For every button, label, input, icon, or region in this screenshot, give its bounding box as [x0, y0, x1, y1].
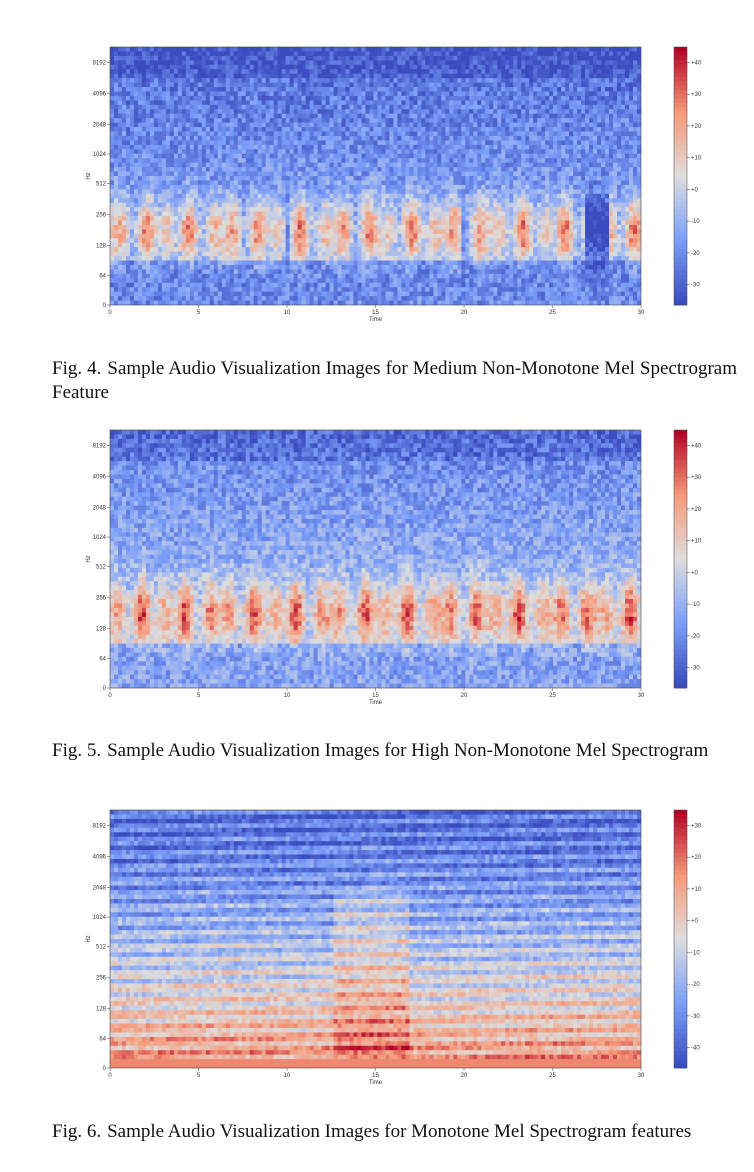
y-tick-label: 2048: [93, 505, 107, 511]
colorbar-tick-label: -20: [691, 982, 700, 988]
caption-label: Fig. 4.: [52, 358, 101, 379]
colorbar-tick-label: -20: [691, 634, 700, 640]
colorbar-tick-label: +20: [691, 507, 702, 513]
y-axis-label: Hz: [86, 935, 92, 942]
y-tick-label: 128: [96, 1007, 107, 1013]
colorbar-tick-label: -10: [691, 219, 700, 225]
y-tick-label: 8192: [93, 823, 107, 829]
figure-6: 0 64 128 256 512 1024 2048 4096 8192 0 5 10 15 20 25 30…: [0, 803, 754, 1093]
colorbar-tick-label: -30: [691, 1014, 700, 1020]
colorbar-tick-label: +30: [691, 823, 702, 829]
y-tick-label: 4096: [93, 91, 107, 97]
spectrogram-figure-5: 0 64 128 256 512 1024 2048 4096 8192 0 5 10 15 20 25 30…: [86, 429, 702, 706]
x-tick-label: 25: [549, 1073, 556, 1079]
y-tick-label: 0: [103, 1066, 107, 1072]
y-axis-label: Hz: [86, 555, 92, 562]
spectrogram-figure-6: 0 64 128 256 512 1024 2048 4096 8192 0 5 10 15 20 25 30…: [86, 809, 702, 1086]
x-tick-label: 30: [638, 310, 645, 316]
y-tick-label: 2048: [93, 122, 107, 128]
caption-text: Sample Audio Visualization Images for Hi…: [107, 740, 708, 761]
colorbar-tick-label: +10: [691, 156, 702, 162]
spectrogram-image: [110, 430, 641, 688]
colorbar-tick-label: -30: [691, 283, 700, 289]
colorbar-tick-label: +0: [691, 570, 699, 576]
colorbar-tick-label: -10: [691, 950, 700, 956]
x-tick-label: 20: [461, 693, 468, 699]
x-tick-label: 10: [284, 693, 291, 699]
y-tick-label: 8192: [93, 443, 107, 449]
x-tick-label: 15: [372, 1073, 379, 1079]
y-tick-label: 0: [103, 686, 107, 692]
colorbar: +30 +20 +10 +0 -10 -20 -30 -40: [673, 809, 702, 1069]
caption-label: Fig. 5.: [52, 740, 101, 761]
x-tick-label: 0: [108, 693, 112, 699]
x-axis-label: Time: [369, 317, 383, 323]
y-tick-label: 4096: [93, 474, 107, 480]
x-axis-label: Time: [369, 1080, 383, 1086]
colorbar-tick-label: -30: [691, 666, 700, 672]
y-tick-label: 256: [96, 596, 107, 602]
colorbar-tick-label: +20: [691, 855, 702, 861]
x-tick-label: 5: [197, 1073, 201, 1079]
y-axis-label: Hz: [86, 172, 92, 179]
y-tick-label: 8192: [93, 60, 107, 66]
colorbar-tick-label: -40: [691, 1046, 700, 1052]
y-tick-label: 512: [96, 945, 107, 951]
y-tick-label: 4096: [93, 854, 107, 860]
spectrogram-image: [110, 810, 641, 1068]
x-tick-label: 10: [284, 1073, 291, 1079]
x-tick-label: 20: [461, 1073, 468, 1079]
x-tick-label: 0: [108, 310, 112, 316]
x-axis-label: Time: [369, 700, 383, 706]
y-tick-label: 128: [96, 244, 107, 250]
x-tick-label: 20: [461, 310, 468, 316]
caption-figure-4: Fig. 4. Sample Audio Visualization Images…: [52, 357, 737, 405]
caption-figure-6: Fig. 6. Sample Audio Visualization Images…: [52, 1120, 737, 1144]
figure-5: 0 64 128 256 512 1024 2048 4096 8192 0 5 10 15 20 25 30…: [0, 423, 754, 713]
x-tick-label: 5: [197, 693, 201, 699]
x-tick-label: 0: [108, 1073, 112, 1079]
x-tick-label: 10: [284, 310, 291, 316]
y-tick-label: 2048: [93, 885, 107, 891]
colorbar-tick-label: +0: [691, 187, 699, 193]
colorbar: +40 +30 +20 +10 +0 -10 -20 -30: [673, 46, 702, 306]
x-tick-label: 30: [638, 1073, 645, 1079]
x-tick-label: 5: [197, 310, 201, 316]
caption-label: Fig. 6.: [52, 1121, 101, 1142]
x-tick-label: 30: [638, 693, 645, 699]
colorbar-tick-label: +40: [691, 443, 702, 449]
colorbar-tick-label: -20: [691, 251, 700, 257]
spectrogram-figure-4: 0 64 128 256 512 1024 2048 4096 8192 0 5 10 15 20 25 30…: [86, 46, 702, 323]
x-tick-label: 15: [372, 310, 379, 316]
x-tick-label: 15: [372, 693, 379, 699]
y-tick-label: 1024: [93, 152, 107, 158]
colorbar: +40 +30 +20 +10 +0 -10 -20 -30: [673, 429, 702, 689]
colorbar-tick-label: +20: [691, 124, 702, 130]
x-tick-label: 25: [549, 693, 556, 699]
figure-4: 0 64 128 256 512 1024 2048 4096 8192 0 5 10 15 20 25 30…: [0, 40, 754, 330]
spectrogram-image: [110, 47, 641, 305]
colorbar-tick-label: +0: [691, 919, 699, 925]
colorbar-tick-label: +30: [691, 92, 702, 98]
x-tick-label: 25: [549, 310, 556, 316]
y-tick-label: 512: [96, 565, 107, 571]
y-tick-label: 64: [99, 656, 106, 662]
y-tick-label: 1024: [93, 535, 107, 541]
y-tick-label: 512: [96, 182, 107, 188]
colorbar-tick-label: +10: [691, 887, 702, 893]
colorbar-tick-label: +10: [691, 539, 702, 545]
y-tick-label: 64: [99, 273, 106, 279]
y-tick-label: 256: [96, 213, 107, 219]
caption-text: Sample Audio Visualization Images for Mo…: [107, 1121, 691, 1142]
caption-figure-5: Fig. 5. Sample Audio Visualization Images…: [52, 739, 737, 763]
caption-text: Sample Audio Visualization Images for Me…: [52, 358, 737, 403]
colorbar-tick-label: -10: [691, 602, 700, 608]
y-tick-label: 1024: [93, 915, 107, 921]
colorbar-tick-label: +40: [691, 60, 702, 66]
y-tick-label: 0: [103, 303, 107, 309]
y-tick-label: 256: [96, 976, 107, 982]
y-tick-label: 64: [99, 1036, 106, 1042]
y-tick-label: 128: [96, 627, 107, 633]
colorbar-tick-label: +30: [691, 475, 702, 481]
